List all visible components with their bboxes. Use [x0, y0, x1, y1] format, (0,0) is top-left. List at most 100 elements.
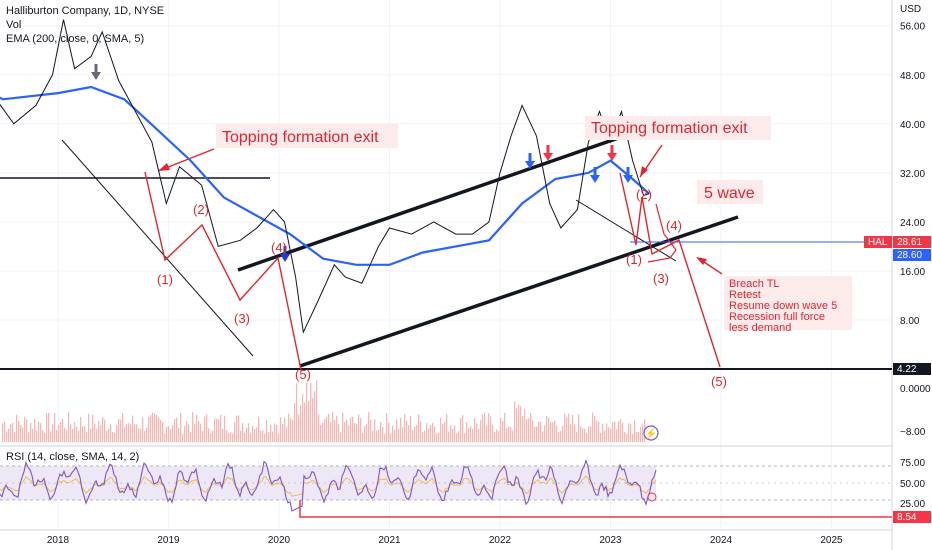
volume-bar	[568, 413, 570, 442]
rsi-low-badge-bg	[893, 511, 931, 523]
volume-bar	[140, 428, 142, 442]
volume-bar	[576, 432, 578, 442]
volume-bar	[400, 417, 402, 442]
volume-legend[interactable]: Vol	[6, 19, 22, 31]
volume-bar	[558, 432, 560, 442]
volume-bar	[560, 430, 562, 442]
volume-bar	[566, 417, 568, 442]
volume-bar	[396, 419, 398, 442]
volume-bar	[202, 431, 204, 442]
volume-bar	[120, 419, 122, 442]
volume-bar	[582, 428, 584, 442]
volume-bar	[540, 421, 542, 442]
volume-bar	[216, 418, 218, 442]
volume-bar	[446, 414, 448, 442]
volume-bar	[380, 422, 382, 442]
volume-bar	[78, 430, 80, 442]
volume-bar	[508, 426, 510, 442]
price-axis: USD72.0064.0056.0048.0040.0032.0024.0016…	[864, 4, 931, 523]
volume-bar	[614, 421, 616, 442]
volume-bar	[180, 412, 182, 442]
time-tick-label: 2020	[268, 535, 291, 546]
volume-bar	[248, 423, 250, 442]
rsi-band	[0, 466, 656, 500]
volume-bar	[456, 433, 458, 442]
volume-bar	[552, 422, 554, 442]
volume-bar	[312, 398, 314, 442]
volume-bar	[306, 382, 308, 442]
rsi-circle-marker	[647, 492, 657, 502]
volume-bar	[490, 416, 492, 442]
arrow-marker-blue-head	[280, 254, 290, 262]
volume-bar	[358, 414, 360, 442]
volume-bar	[304, 402, 306, 442]
volume-bar	[254, 428, 256, 442]
volume-bar	[260, 430, 262, 442]
downtrend-line-left	[61, 139, 254, 357]
volume-bar	[220, 414, 222, 442]
volume-bar	[376, 430, 378, 442]
volume-bar	[258, 416, 260, 442]
symbol-title[interactable]: Halliburton Company, 1D, NYSE	[6, 5, 165, 17]
volume-bar	[288, 413, 290, 442]
volume-bar	[102, 417, 104, 442]
volume-bar	[472, 428, 474, 442]
arrow-marker-blue-head	[623, 175, 633, 183]
note-line: Retest	[729, 289, 761, 301]
volume-bar	[192, 412, 194, 442]
volume-bar	[96, 428, 98, 442]
volume-bar	[26, 419, 28, 442]
volume-bar	[586, 432, 588, 442]
lightning-icon: ⚡	[645, 427, 657, 440]
volume-bar	[94, 423, 96, 442]
volume-bar	[412, 430, 414, 442]
volume-bar	[228, 433, 230, 442]
rsi-legend[interactable]: RSI (14, close, SMA, 14, 2)	[6, 451, 140, 463]
volume-bar	[332, 412, 334, 442]
arrow-marker-gray-head	[91, 72, 101, 80]
volume-bar	[12, 422, 14, 442]
volume-bar	[206, 414, 208, 442]
volume-bar	[208, 428, 210, 442]
wave-label-left: (4)	[271, 240, 287, 255]
volume-bar	[316, 380, 318, 442]
ticker-badge: HAL	[868, 237, 888, 248]
volume-bar	[164, 433, 166, 442]
volume-bar	[34, 419, 36, 442]
ema-legend[interactable]: EMA (200, close, 0, SMA, 5)	[6, 33, 145, 45]
volume-bar	[322, 423, 324, 442]
wave-label-right: (4)	[666, 218, 682, 233]
volume-bar	[618, 421, 620, 442]
time-tick-label: 2023	[599, 535, 622, 546]
volume-bar	[392, 425, 394, 442]
volume-bar	[532, 420, 534, 442]
wave-label-right: (5)	[711, 374, 727, 389]
volume-bar	[338, 424, 340, 442]
volume-bar	[38, 421, 40, 442]
volume-bar	[520, 406, 522, 442]
volume-bar	[458, 431, 460, 442]
volume-bar	[608, 427, 610, 442]
volume-bar	[66, 430, 68, 442]
volume-bar	[308, 400, 310, 442]
volume-bar	[484, 413, 486, 442]
volume-bar	[174, 418, 176, 442]
volume-bar	[310, 382, 312, 442]
volume-bar	[178, 428, 180, 442]
volume-bar	[198, 421, 200, 442]
support-badge: 4.22	[897, 364, 917, 375]
volume-bar	[468, 427, 470, 442]
volume-bar	[170, 429, 172, 442]
volume-bar	[612, 422, 614, 442]
volume-bar	[580, 426, 582, 442]
volume-bar	[342, 412, 344, 442]
volume-bar	[42, 430, 44, 442]
volume-bar	[492, 424, 494, 442]
volume-bar	[622, 423, 624, 442]
volume-bar	[628, 423, 630, 442]
ticker-badge-bg	[864, 236, 892, 248]
volume-bar	[90, 428, 92, 442]
volume-bar	[518, 404, 520, 442]
volume-bar	[604, 430, 606, 442]
